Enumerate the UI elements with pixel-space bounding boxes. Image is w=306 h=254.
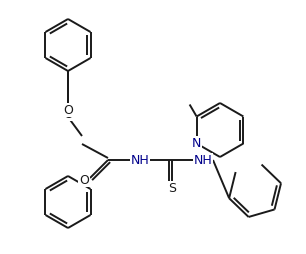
Text: N: N (192, 137, 201, 150)
Text: O: O (63, 107, 73, 120)
Text: O: O (79, 173, 89, 186)
Text: NH: NH (194, 153, 212, 167)
Text: NH: NH (131, 153, 149, 167)
Text: S: S (168, 182, 176, 195)
Text: O: O (63, 103, 73, 117)
